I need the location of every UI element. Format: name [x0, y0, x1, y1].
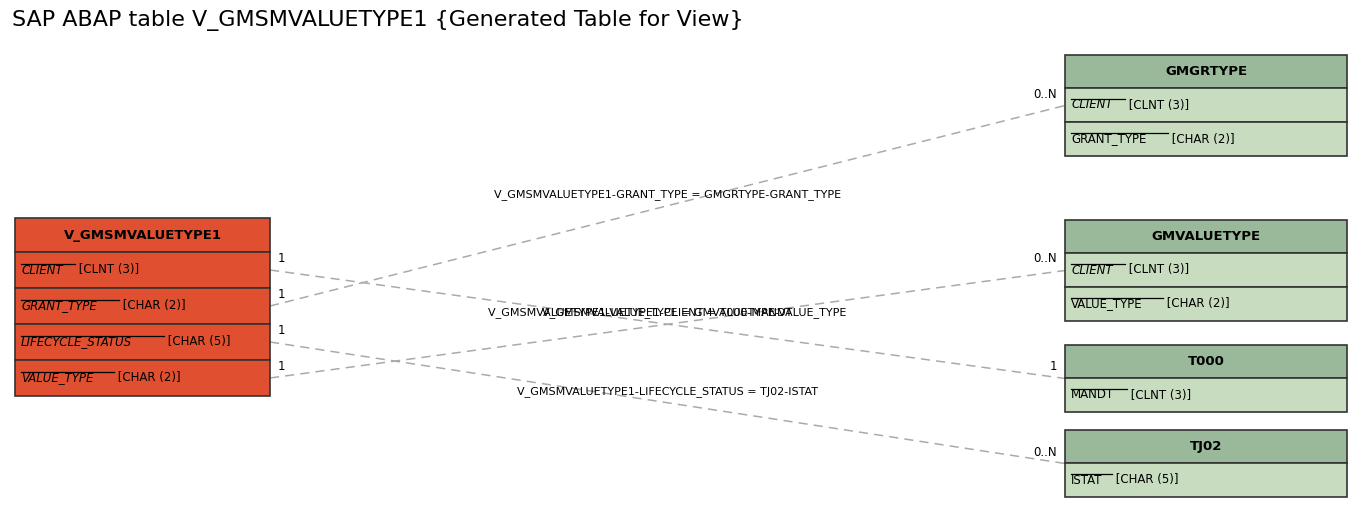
Text: 0..N: 0..N: [1033, 445, 1056, 458]
Text: [CLNT (3)]: [CLNT (3)]: [75, 264, 138, 277]
Text: CLIENT: CLIENT: [1071, 98, 1112, 112]
Text: 1: 1: [1050, 360, 1056, 373]
Text: GRANT_TYPE: GRANT_TYPE: [1071, 132, 1146, 146]
Text: [CHAR (2)]: [CHAR (2)]: [114, 371, 180, 385]
Text: 0..N: 0..N: [1033, 88, 1056, 100]
Bar: [1064, 55, 1347, 88]
Text: CLIENT: CLIENT: [1071, 264, 1112, 277]
Text: [CLNT (3)]: [CLNT (3)]: [1127, 388, 1191, 402]
Text: GMVALUETYPE: GMVALUETYPE: [1151, 230, 1261, 243]
Text: MANDT: MANDT: [1071, 388, 1115, 402]
Text: 0..N: 0..N: [1033, 252, 1056, 266]
Bar: [15, 360, 270, 396]
Text: [CHAR (2)]: [CHAR (2)]: [1169, 132, 1235, 146]
Text: LIFECYCLE_STATUS: LIFECYCLE_STATUS: [20, 335, 132, 349]
Text: SAP ABAP table V_GMSMVALUETYPE1 {Generated Table for View}: SAP ABAP table V_GMSMVALUETYPE1 {Generat…: [12, 10, 743, 31]
Bar: [15, 252, 270, 288]
Bar: [1064, 287, 1347, 321]
Text: [CLNT (3)]: [CLNT (3)]: [1124, 264, 1189, 277]
Text: V_GMSMVALUETYPE1: V_GMSMVALUETYPE1: [64, 229, 221, 242]
Text: GRANT_TYPE: GRANT_TYPE: [20, 300, 96, 313]
Text: V_GMSMVALUETYPE1-LIFECYCLE_STATUS = TJ02-ISTAT: V_GMSMVALUETYPE1-LIFECYCLE_STATUS = TJ02…: [517, 386, 818, 397]
Text: TJ02: TJ02: [1189, 440, 1222, 453]
Bar: [15, 218, 270, 252]
Text: [CLNT (3)]: [CLNT (3)]: [1124, 98, 1189, 112]
Text: V_GMSMVALUETYPE1-VALUE_TYPE = GMVALUETYPE-VALUE_TYPE: V_GMSMVALUETYPE1-VALUE_TYPE = GMVALUETYP…: [488, 307, 846, 318]
Text: CLIENT: CLIENT: [20, 264, 62, 277]
Bar: [1064, 345, 1347, 378]
Text: GMGRTYPE: GMGRTYPE: [1165, 65, 1248, 78]
Bar: [1064, 220, 1347, 253]
Text: [CHAR (2)]: [CHAR (2)]: [1163, 298, 1230, 311]
Text: 1: 1: [278, 360, 286, 373]
Bar: [15, 288, 270, 324]
Bar: [1064, 430, 1347, 463]
Text: V_GMSMVALUETYPE1-GRANT_TYPE = GMGRTYPE-GRANT_TYPE: V_GMSMVALUETYPE1-GRANT_TYPE = GMGRTYPE-G…: [494, 189, 841, 200]
Bar: [1064, 378, 1347, 412]
Text: V_GMSMVALUETYPE1-CLIENT = T000-MANDT: V_GMSMVALUETYPE1-CLIENT = T000-MANDT: [542, 307, 793, 318]
Text: 1: 1: [278, 288, 286, 301]
Bar: [1064, 122, 1347, 156]
Text: VALUE_TYPE: VALUE_TYPE: [20, 371, 94, 385]
Text: [CHAR (5)]: [CHAR (5)]: [164, 335, 231, 349]
Bar: [1064, 253, 1347, 287]
Text: [CHAR (5)]: [CHAR (5)]: [1112, 473, 1178, 487]
Text: 1: 1: [278, 324, 286, 337]
Text: VALUE_TYPE: VALUE_TYPE: [1071, 298, 1143, 311]
Text: [CHAR (2)]: [CHAR (2)]: [119, 300, 186, 313]
Text: 1: 1: [278, 252, 286, 265]
Text: ISTAT: ISTAT: [1071, 473, 1102, 487]
Bar: [1064, 463, 1347, 497]
Bar: [1064, 88, 1347, 122]
Text: T000: T000: [1188, 355, 1224, 368]
Bar: [15, 324, 270, 360]
